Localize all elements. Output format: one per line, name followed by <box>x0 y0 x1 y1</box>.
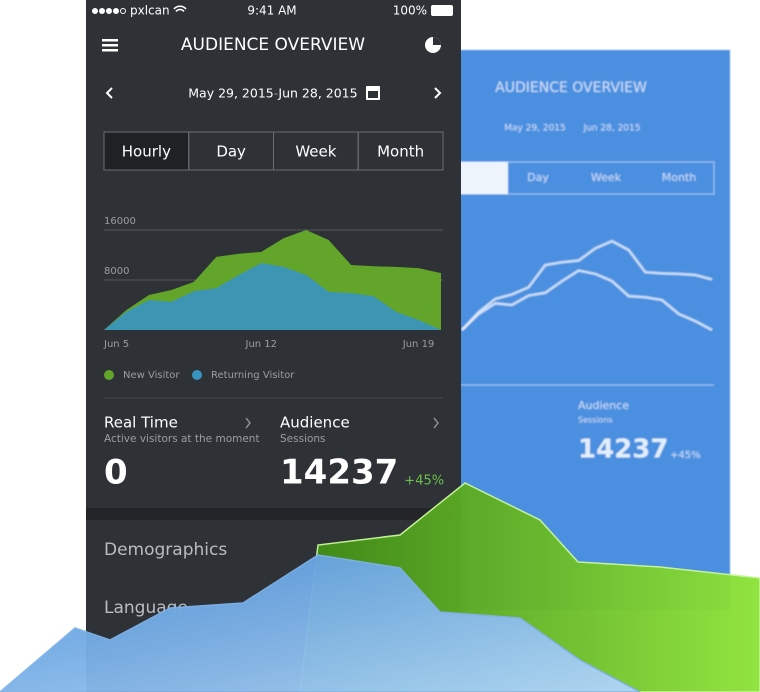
pie-icon[interactable] <box>425 37 441 53</box>
back-tab: Month <box>662 171 697 184</box>
stat-subtitle: Sessions <box>280 433 326 445</box>
prev-arrow[interactable] <box>105 87 113 99</box>
x-tick-label: Jun 5 <box>103 339 129 350</box>
stat-title: Real Time <box>104 414 178 432</box>
back-line <box>461 239 713 331</box>
tab[interactable] <box>357 131 444 171</box>
tab-label[interactable]: Hourly <box>122 143 171 161</box>
date-end: Jun 28, 2015 <box>277 86 357 101</box>
x-tick-label: Jun 19 <box>402 339 435 350</box>
back-tab: Day <box>527 171 549 184</box>
tab[interactable] <box>103 131 190 171</box>
date-start: May 29, 2015 <box>188 86 273 101</box>
section-band <box>86 508 461 520</box>
menu-item[interactable]: Demographics <box>104 540 227 560</box>
battery-level: 100% <box>393 4 427 18</box>
calendar-icon[interactable] <box>366 86 380 100</box>
next-arrow[interactable] <box>434 87 442 99</box>
signal <box>92 8 126 14</box>
back-line <box>461 269 713 332</box>
back-stat-value: 14237 <box>578 435 668 465</box>
legend-swatch <box>192 370 202 380</box>
back-stat-change: +45% <box>670 450 701 461</box>
wifi-icon <box>173 5 187 13</box>
area <box>104 263 441 330</box>
tab-label[interactable]: Week <box>295 143 336 161</box>
stat-title: Audience <box>280 414 350 432</box>
back-tab-selected <box>460 162 508 194</box>
carrier: pxlcan <box>130 4 170 18</box>
back-title: AUDIENCE OVERVIEW <box>495 80 647 96</box>
tab-label[interactable]: Day <box>216 143 246 161</box>
legend-label: Returning Visitor <box>211 370 295 381</box>
stat-value: 0 <box>104 453 128 493</box>
battery-icon <box>431 5 453 16</box>
x-tick-label: Jun 12 <box>245 339 278 350</box>
legend-swatch <box>104 370 114 380</box>
stat-change: +45% <box>404 474 444 489</box>
stat-value: 14237 <box>280 453 398 493</box>
back-tab: Week <box>591 171 622 184</box>
chevron <box>245 417 251 429</box>
menu-icon[interactable] <box>102 39 118 52</box>
back-stat-title: Audience <box>578 399 629 412</box>
stat-subtitle: Active visitors at the moment <box>104 433 260 445</box>
clock: 9:41 AM <box>247 4 296 18</box>
y-tick-label: 8000 <box>104 266 129 277</box>
date-separator: - <box>274 87 278 101</box>
back-date: May 29, 2015 <box>504 124 566 134</box>
back-date: Jun 28, 2015 <box>582 124 640 134</box>
tab-label[interactable]: Month <box>377 143 424 161</box>
back-stat-subtitle: Sessions <box>578 416 613 425</box>
header-title: AUDIENCE OVERVIEW <box>181 35 365 55</box>
y-tick-label: 16000 <box>104 216 136 227</box>
chevron <box>433 417 439 429</box>
decor-blue <box>0 554 641 692</box>
legend-label: New Visitor <box>123 370 180 381</box>
